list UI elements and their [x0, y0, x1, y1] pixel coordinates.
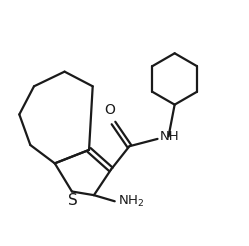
Text: O: O	[104, 103, 115, 117]
Text: NH$_2$: NH$_2$	[118, 194, 144, 209]
Text: S: S	[68, 193, 78, 208]
Text: NH: NH	[159, 130, 179, 143]
